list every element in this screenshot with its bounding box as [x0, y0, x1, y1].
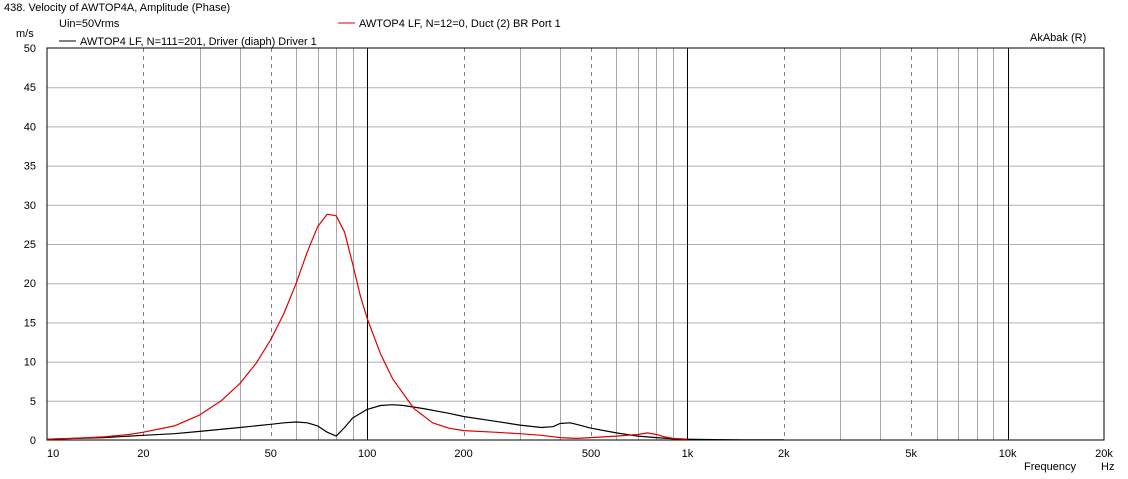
plot-frame: [46, 47, 1105, 441]
chart-title: 438. Velocity of AWTOP4A, Amplitude (Pha…: [4, 2, 230, 14]
x-tick-label: 1k: [682, 448, 694, 460]
y-tick-label: 20: [24, 278, 36, 290]
x-tick-label: 500: [582, 448, 600, 460]
y-tick-label: 0: [30, 435, 36, 447]
x-axis-ticks: 10 20 50 100 200 500 1k 2k 5k 10k 20k: [47, 448, 1113, 460]
y-axis-unit-label: m/s: [16, 28, 34, 40]
brand-label: AkAbak (R): [1030, 32, 1086, 44]
series-line-port-velocity: [46, 213, 688, 440]
y-tick-label: 50: [24, 43, 36, 55]
x-tick-label: 50: [265, 448, 277, 460]
x-tick-label: 200: [454, 448, 472, 460]
series-layer: [46, 213, 784, 441]
legend-label-black: AWTOP4 LF, N=111=201, Driver (diaph) Dri…: [80, 36, 317, 48]
x-tick-label: 20: [137, 448, 149, 460]
y-tick-label: 30: [24, 200, 36, 212]
y-tick-label: 5: [30, 396, 36, 408]
x-tick-label: 10k: [999, 448, 1017, 460]
x-tick-label: 5k: [905, 448, 917, 460]
x-axis-unit: Hz: [1101, 461, 1114, 473]
y-tick-label: 45: [24, 82, 36, 94]
y-tick-label: 40: [24, 121, 36, 133]
x-tick-label: 2k: [778, 448, 790, 460]
series-line-driver-velocity: [46, 404, 784, 441]
x-axis-label: Frequency: [1024, 461, 1076, 473]
y-tick-label: 15: [24, 317, 36, 329]
y-tick-label: 25: [24, 239, 36, 251]
legend-label-red: AWTOP4 LF, N=12=0, Duct (2) BR Port 1: [359, 18, 561, 30]
x-tick-label: 100: [358, 448, 376, 460]
input-voltage-label: Uin=50Vrms: [59, 18, 120, 30]
x-tick-label: 20k: [1095, 448, 1113, 460]
y-tick-label: 10: [24, 357, 36, 369]
y-axis-ticks: 0 5 10 15 20 25 30 35 40 45 50: [24, 43, 36, 447]
legend: AWTOP4 LF, N=12=0, Duct (2) BR Port 1 AW…: [59, 18, 561, 48]
x-tick-label: 10: [47, 448, 59, 460]
y-tick-label: 35: [24, 161, 36, 173]
grid: [47, 48, 1104, 440]
